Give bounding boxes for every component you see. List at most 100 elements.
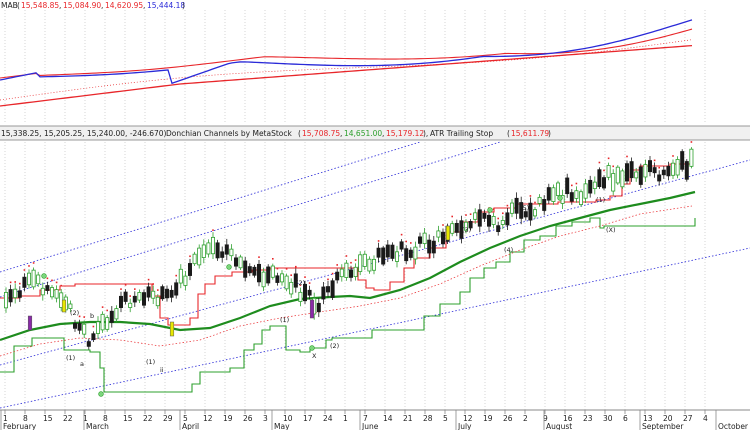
main-ohlc-text: 15,338.25, 15,205.25, 15,240.00, -246.67… — [1, 129, 167, 138]
candle-body — [459, 220, 464, 239]
x-axis-day-label: 12 — [203, 414, 213, 423]
wave-label: (5) — [520, 204, 529, 212]
atr-stop-dot — [9, 281, 12, 284]
candle-body — [252, 266, 257, 276]
main-panel-header: 15,338.25, 15,205.25, 15,240.00, -246.67… — [1, 129, 551, 138]
candle-body — [247, 266, 252, 274]
top-value-4: 15,444.18 — [147, 1, 185, 10]
top-medium-average-line — [0, 28, 693, 79]
candle-body — [233, 257, 238, 267]
candle-body — [325, 286, 330, 293]
candle-body — [666, 165, 671, 177]
panel-divider[interactable] — [0, 126, 750, 140]
candle-body — [266, 266, 271, 284]
candle-body — [634, 171, 639, 179]
candle-body — [638, 166, 643, 185]
atr-stop-dot — [354, 259, 357, 261]
atr-close-paren: ) — [548, 129, 551, 138]
candle-body — [358, 254, 363, 272]
candle-body — [611, 173, 616, 192]
atr-stop-dot — [124, 284, 127, 286]
x-axis-day-label: 22 — [63, 414, 73, 423]
x-axis-day-label: 14 — [383, 414, 393, 423]
candle-body — [519, 202, 524, 219]
x-axis-day-label: 16 — [563, 414, 573, 423]
candle-body — [625, 163, 630, 182]
x-axis-day-label: 12 — [463, 414, 473, 423]
donchian-open-paren: ( — [298, 129, 301, 138]
candle-body — [606, 165, 611, 178]
candle-body — [68, 303, 73, 309]
atr-stop-dot — [350, 261, 352, 264]
x-axis-day-label: 19 — [223, 414, 233, 423]
atr-stop-dot — [276, 267, 279, 270]
candle-body — [77, 323, 82, 331]
candle-body — [496, 225, 501, 233]
atr-stop-dot — [304, 276, 306, 278]
donchian-value-1: 15,708.75 — [302, 129, 340, 138]
candle-body — [169, 289, 174, 298]
candle-body — [348, 269, 353, 278]
candle-body — [477, 209, 482, 227]
candle-body — [36, 274, 41, 285]
atr-stop-dot — [442, 224, 444, 226]
wave-label: (1) — [66, 354, 75, 362]
atr-stop-dot — [32, 262, 35, 264]
donchian-sep-1: , — [340, 129, 342, 138]
atr-stop-dot — [331, 272, 334, 275]
candle-body — [160, 286, 165, 300]
candle-body — [270, 265, 275, 278]
candle-body — [91, 333, 96, 341]
candle-body — [486, 214, 491, 227]
atr-stop-dot — [534, 201, 536, 204]
x-axis-month-label: May — [274, 422, 290, 430]
x-axis-day-label: 8 — [103, 414, 108, 423]
x-axis-month-label: August — [546, 422, 572, 430]
atr-stop-dot — [607, 157, 610, 160]
candle-body — [220, 251, 225, 258]
highlighted-candle — [169, 321, 175, 337]
atr-label: ATR Trailing Stop — [430, 129, 493, 138]
atr-stop-dot — [598, 161, 601, 164]
candle-body — [583, 183, 588, 199]
candle-body — [371, 258, 376, 271]
x-axis-day-label: 23 — [583, 414, 593, 423]
x-axis-day-label: 15 — [43, 414, 53, 423]
candle-body — [8, 289, 13, 303]
candle-body — [256, 263, 261, 283]
candle-body — [615, 166, 620, 184]
moving-average-lines — [0, 190, 696, 357]
atr-stop-dot — [690, 141, 693, 143]
x-axis-day-label: 3 — [263, 414, 268, 423]
candle-body — [192, 253, 197, 265]
candle-body — [279, 273, 284, 283]
x-axis-day-label: 15 — [123, 414, 133, 423]
wave-label: (4) — [504, 246, 513, 254]
x-axis-day-label: 1 — [343, 414, 348, 423]
wave-label: a — [80, 360, 84, 368]
candle-body — [684, 161, 689, 180]
candle-body — [385, 244, 390, 258]
candle-body — [620, 170, 625, 188]
candle-body — [40, 287, 45, 296]
candle-body — [215, 242, 220, 259]
candle-body — [302, 283, 307, 302]
atr-stop-dot — [129, 295, 131, 297]
x-axis-day-label: 24 — [323, 414, 333, 423]
candle-body — [335, 271, 340, 281]
candle-body — [588, 179, 593, 194]
x-axis-day-label: 9 — [543, 414, 548, 423]
candle-body — [675, 159, 680, 176]
atr-stop-dot — [299, 284, 302, 286]
x-axis-day-label: 30 — [603, 414, 613, 423]
candle-body — [155, 296, 160, 307]
candle-body — [183, 275, 188, 286]
candle-body — [105, 317, 110, 330]
candle-body — [119, 295, 124, 308]
candle-body — [394, 251, 399, 262]
candle-body — [82, 323, 87, 335]
x-axis-day-label: 21 — [403, 414, 413, 423]
candle-body — [597, 169, 602, 188]
